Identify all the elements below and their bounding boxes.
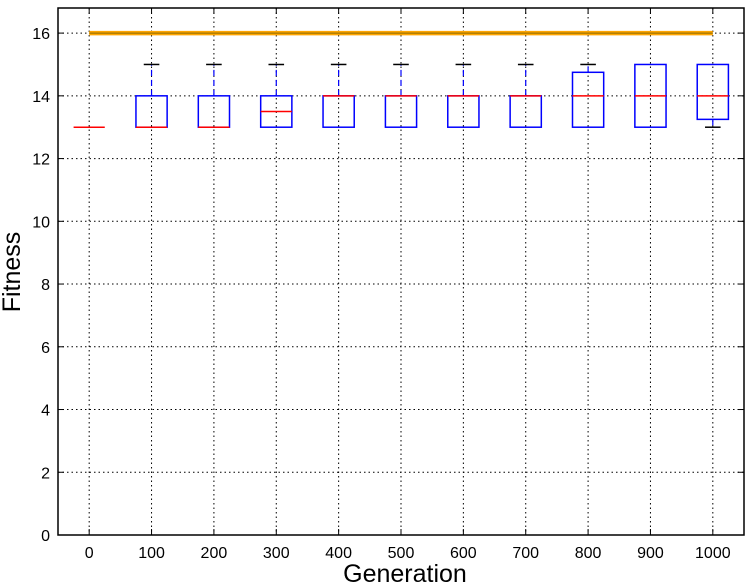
box-group <box>634 63 667 128</box>
x-tick-label: 300 <box>263 545 290 562</box>
x-tick-label: 1000 <box>695 545 731 562</box>
x-tick-label: 600 <box>450 545 477 562</box>
box-group <box>447 63 480 128</box>
y-tick-label: 6 <box>41 340 50 357</box>
y-tick-label: 16 <box>32 26 50 43</box>
box-group <box>571 63 605 128</box>
x-tick-label: 100 <box>138 545 165 562</box>
box-group <box>135 63 168 128</box>
x-tick-label: 800 <box>575 545 602 562</box>
ticks-group: 0 2 4 6 8 10 12 14 16 0 100 200 300 400 500 600 700 800 90… <box>32 8 744 562</box>
plot-background <box>58 8 744 535</box>
y-tick-label: 4 <box>41 403 50 420</box>
box-group <box>322 63 355 128</box>
box-group <box>197 63 231 128</box>
x-tick-label: 500 <box>388 545 415 562</box>
x-tick-label: 900 <box>637 545 664 562</box>
x-tick-label: 200 <box>201 545 228 562</box>
y-tick-label: 14 <box>32 89 50 106</box>
y-tick-label: 8 <box>41 277 50 294</box>
box-group <box>696 63 730 128</box>
box-group <box>384 63 418 128</box>
y-axis-label: Fitness <box>0 232 26 313</box>
y-tick-label: 12 <box>32 152 50 169</box>
y-tick-label: 10 <box>32 214 50 231</box>
box <box>571 71 605 128</box>
x-tick-label: 400 <box>325 545 352 562</box>
box-group <box>509 63 543 128</box>
x-tick-label: 0 <box>85 545 94 562</box>
x-axis-label: Generation <box>343 560 467 587</box>
y-tick-label: 2 <box>41 465 50 482</box>
x-tick-label: 700 <box>512 545 539 562</box>
box-group <box>259 63 293 128</box>
box <box>696 63 730 121</box>
boxes-group <box>73 63 730 128</box>
y-tick-label: 0 <box>41 528 50 545</box>
